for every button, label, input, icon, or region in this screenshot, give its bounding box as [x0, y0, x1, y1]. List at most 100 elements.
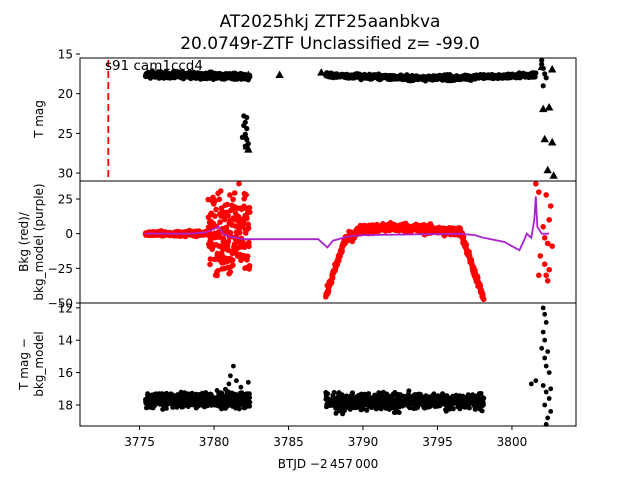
y-tick-label: 14 — [58, 334, 73, 348]
bkg-point — [329, 274, 336, 281]
data-point — [540, 329, 546, 335]
panel-top: s91 cam1ccd4 15 20 25 30 T mag — [32, 48, 577, 182]
panel-middle: 25 0 −25 −50 Bkg (red)/ bkg_model (purple) — [17, 180, 577, 311]
y-tick-label: 0 — [65, 227, 73, 241]
bkg-point — [207, 261, 213, 268]
bkg-point — [533, 181, 539, 187]
data-point — [376, 390, 382, 396]
y-tick-label: 25 — [58, 193, 73, 207]
upper-limit-marker — [241, 131, 250, 140]
data-point — [548, 409, 554, 414]
middle-data-points — [142, 180, 555, 303]
data-point — [542, 71, 548, 77]
bkg-point — [225, 247, 232, 254]
data-point — [331, 390, 337, 395]
data-point — [539, 345, 545, 351]
upper-limit-marker — [540, 134, 549, 143]
data-point — [528, 381, 534, 387]
data-point — [333, 410, 339, 416]
bkg-point — [224, 201, 231, 208]
bkg-point — [237, 229, 243, 236]
bkg-point — [536, 189, 542, 195]
x-tick-label: 3800 — [497, 435, 528, 449]
data-point — [344, 393, 350, 399]
chart-title-line2: 20.0749r-ZTF Unclassified z= -99.0 — [180, 34, 480, 54]
data-point — [163, 405, 169, 411]
data-point — [247, 403, 252, 409]
top-y-ticks: 15 20 25 30 — [58, 48, 80, 181]
bkg-point — [231, 241, 238, 247]
bkg-point — [246, 263, 253, 269]
data-point — [231, 363, 236, 369]
data-point — [545, 415, 551, 421]
data-point — [472, 406, 478, 412]
bkg-point — [245, 225, 252, 231]
y-tick-label: −25 — [48, 262, 73, 276]
upper-limit-marker — [537, 62, 546, 71]
bkg-point — [229, 257, 236, 264]
upper-limit-marker — [543, 165, 552, 174]
upper-limit-marker — [244, 145, 253, 153]
data-point — [164, 390, 170, 396]
data-point — [225, 389, 231, 395]
bkg-point — [213, 206, 219, 213]
bkg-point — [536, 272, 542, 279]
bkg-point — [212, 213, 218, 219]
data-point — [226, 381, 232, 387]
data-point — [478, 391, 484, 396]
bkg-point — [224, 243, 231, 249]
x-axis-label: BTJD −2 457 000 — [278, 457, 378, 471]
data-point — [539, 57, 545, 64]
bkg-point — [244, 215, 250, 222]
bkg-point — [541, 261, 548, 268]
upper-limit-marker — [275, 70, 284, 79]
data-point — [247, 395, 253, 401]
data-point — [542, 402, 548, 408]
data-point — [244, 391, 250, 396]
chart-title-line1: AT2025hkj ZTF25aanbkva — [220, 12, 441, 32]
upper-limit-marker — [547, 64, 557, 73]
data-point — [234, 378, 239, 384]
bkg-point — [546, 217, 552, 223]
bkg-point — [214, 272, 220, 279]
bkg-point — [544, 240, 551, 247]
data-point — [450, 406, 456, 412]
bkg-point — [205, 196, 211, 203]
data-point — [546, 396, 552, 401]
data-point — [543, 320, 549, 325]
bkg-point — [227, 192, 233, 198]
bottom-y-label-line2: bkg_model — [32, 331, 46, 397]
data-point — [325, 391, 331, 397]
bkg-point — [225, 212, 231, 219]
middle-y-label-line1: Bkg (red)/ — [17, 211, 31, 272]
data-point — [543, 363, 549, 369]
bkg-point — [247, 209, 253, 215]
x-tick-label: 3780 — [199, 435, 230, 449]
data-point — [214, 388, 220, 393]
data-point — [542, 337, 548, 343]
data-point — [543, 75, 549, 81]
bkg-point — [230, 262, 236, 269]
bkg-point — [225, 238, 232, 245]
bkg-point — [230, 196, 236, 203]
data-point — [350, 390, 355, 396]
data-point — [364, 407, 370, 413]
data-point — [542, 311, 548, 317]
middle-y-label-line2: bkg_model (purple) — [32, 183, 46, 300]
data-point — [543, 389, 549, 395]
bkg-point — [236, 180, 242, 187]
data-point — [247, 399, 253, 405]
middle-y-ticks: 25 0 −25 −50 — [48, 193, 80, 311]
bkg-point — [244, 253, 251, 259]
top-data-points — [142, 57, 558, 179]
y-tick-label: 16 — [58, 366, 73, 380]
bkg-point — [463, 241, 470, 248]
data-point — [540, 383, 546, 388]
bkg-point — [219, 208, 226, 215]
data-point — [238, 384, 244, 390]
data-point — [480, 402, 486, 408]
y-tick-label: 30 — [58, 167, 73, 181]
data-point — [245, 379, 251, 385]
x-tick-label: 3790 — [348, 435, 379, 449]
